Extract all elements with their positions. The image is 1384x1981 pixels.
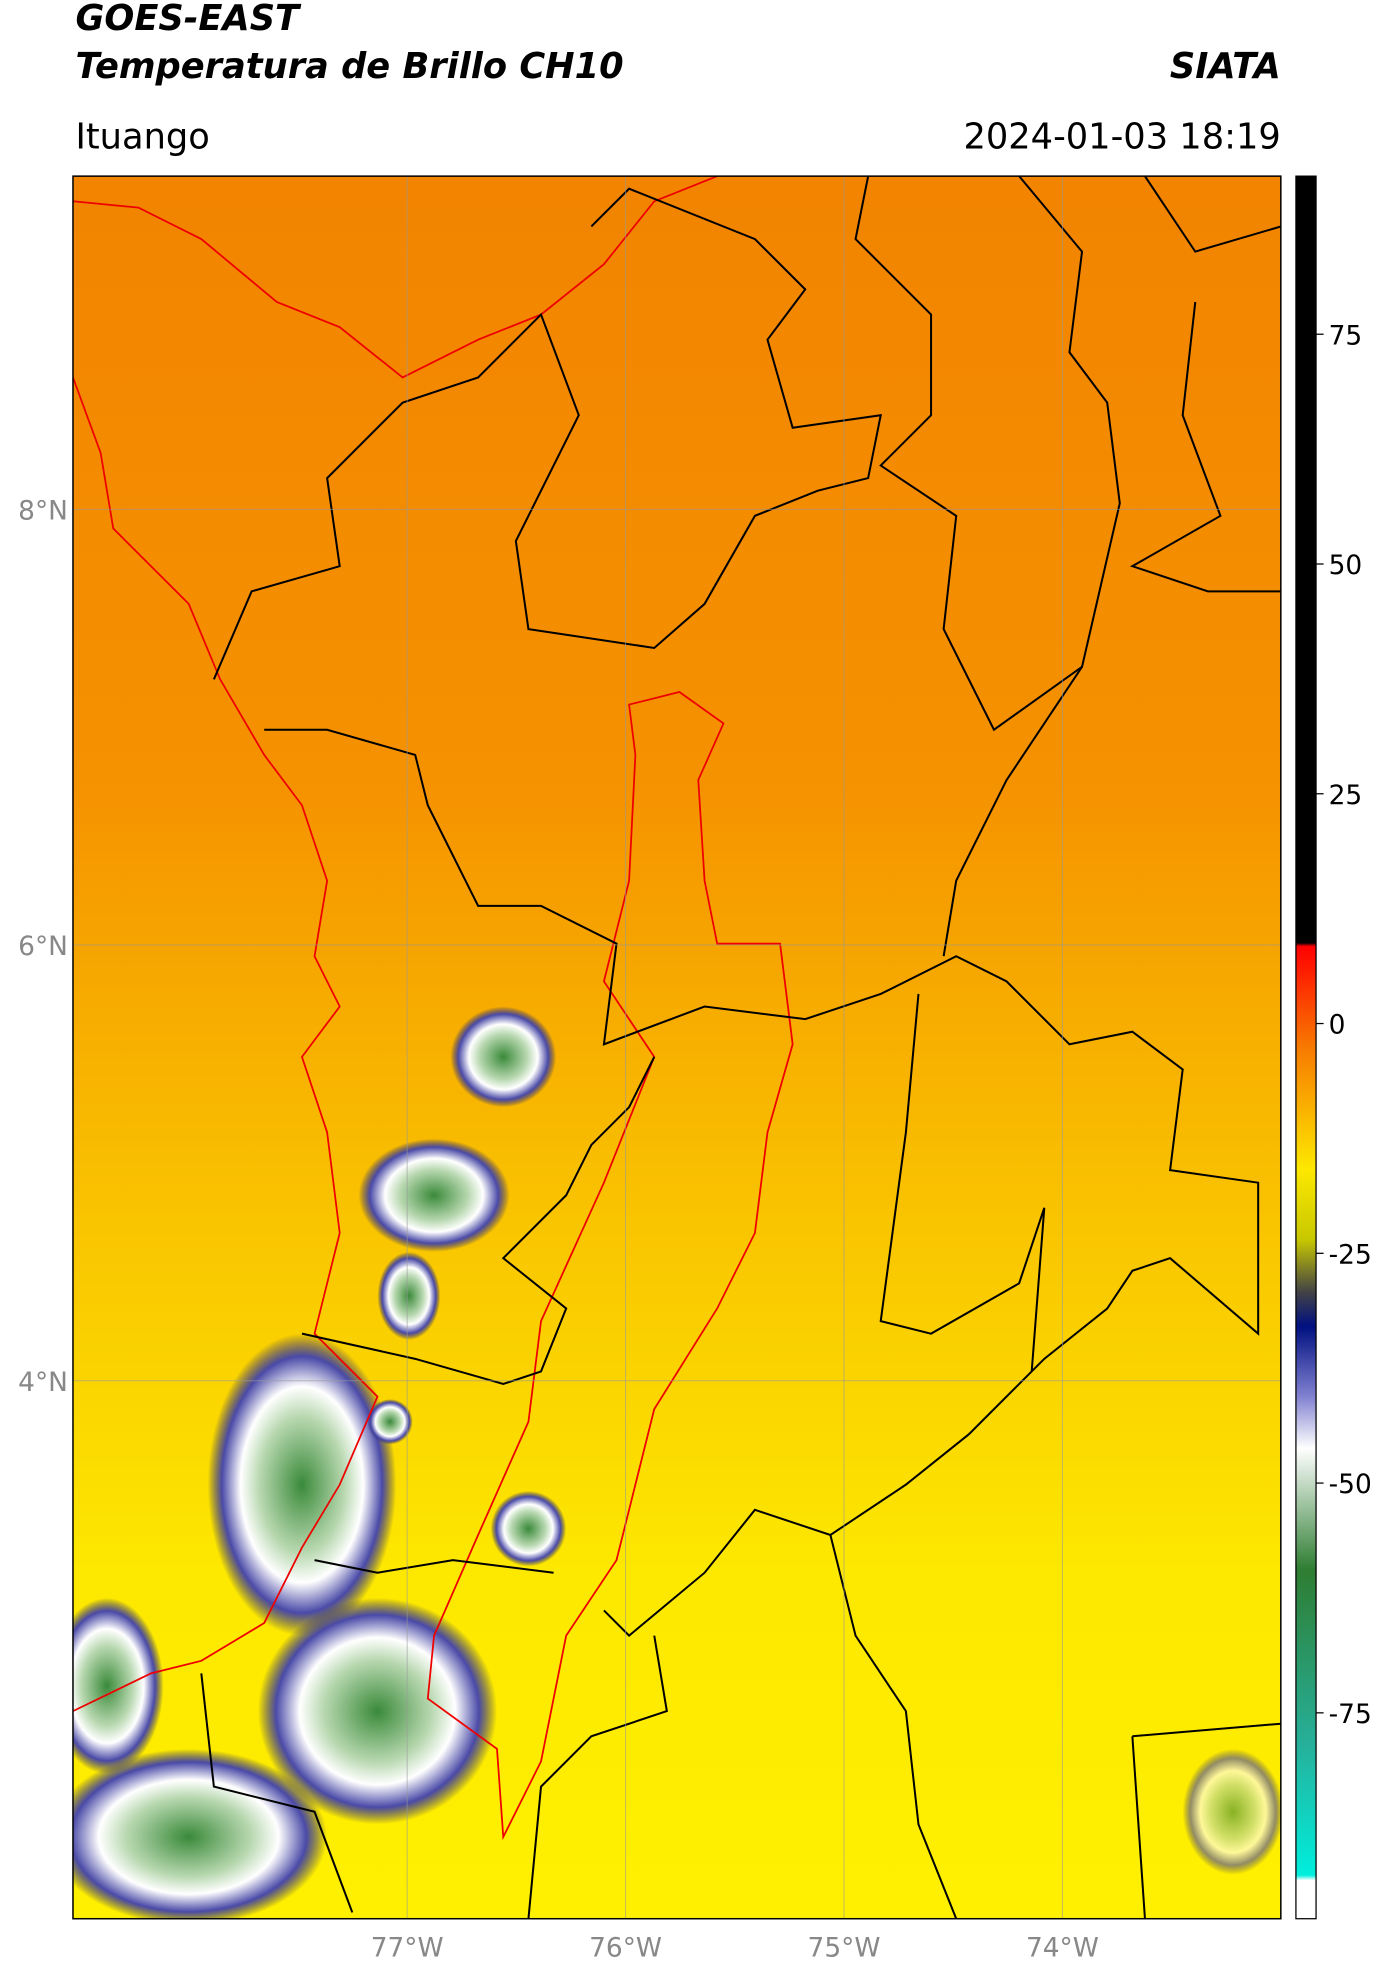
colorbar-tick-label: -25	[1329, 1239, 1372, 1270]
lat-tick-label: 4°N	[18, 1367, 68, 1398]
colorbar-tick-label: -75	[1329, 1699, 1372, 1730]
location: Ituango	[75, 116, 209, 157]
colorbar-tick-label: 50	[1329, 550, 1363, 581]
colorbar	[1295, 175, 1317, 1920]
colorbar-tick-label: 0	[1329, 1010, 1346, 1041]
lat-tick-label: 6°N	[18, 931, 68, 962]
product: Temperatura de Brillo CH10	[75, 46, 623, 87]
lon-tick-label: 74°W	[1026, 1932, 1099, 1963]
colorbar-tick-label: -50	[1329, 1469, 1372, 1500]
lon-tick-label: 77°W	[371, 1932, 444, 1963]
colorbar-tick-label: 25	[1329, 780, 1363, 811]
lon-tick-label: 76°W	[589, 1932, 662, 1963]
lat-tick-label: 8°N	[18, 495, 68, 526]
colorbar-tick-label: 75	[1329, 320, 1363, 351]
map-image	[72, 176, 1281, 1919]
satellite: GOES-EAST	[75, 0, 302, 39]
graticule	[72, 176, 1281, 1919]
brand: SIATA	[1170, 46, 1281, 87]
timestamp: 2024-01-03 18:19	[963, 116, 1280, 157]
lon-tick-label: 75°W	[808, 1932, 881, 1963]
map-frame	[72, 175, 1282, 1920]
